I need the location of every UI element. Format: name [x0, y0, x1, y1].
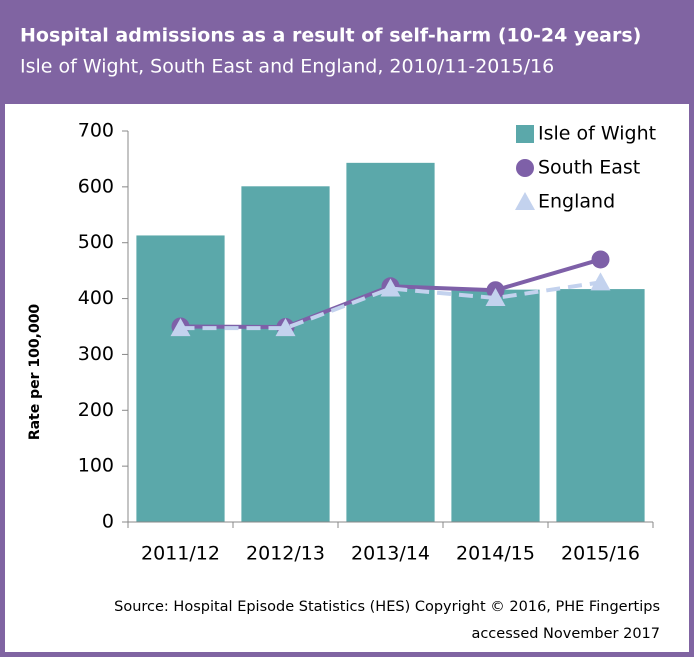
bar [556, 289, 645, 522]
chart-title: Hospital admissions as a result of self-… [20, 25, 641, 47]
legend-label: South East [538, 157, 640, 179]
y-tick-label: 0 [102, 511, 114, 533]
source: accessed November 2017 [471, 626, 660, 642]
marker [275, 318, 296, 337]
x-tick-label: 2013/14 [351, 543, 430, 565]
bar [346, 162, 435, 523]
bar [451, 289, 540, 522]
y-tick-label: 200 [78, 399, 114, 421]
x-tick-label: 2012/13 [246, 543, 325, 565]
bar [136, 235, 225, 522]
bar [241, 186, 330, 522]
y-tick-label: 700 [78, 120, 114, 142]
x-tick-label: 2015/16 [561, 543, 640, 565]
marker [380, 278, 401, 297]
y-tick-label: 600 [78, 175, 114, 197]
y-tick-label: 400 [78, 287, 114, 309]
legend-swatch [516, 125, 534, 143]
legend-label: Isle of Wight [538, 123, 656, 145]
source: Source: Hospital Episode Statistics (HES… [114, 599, 660, 615]
marker [485, 288, 506, 307]
y-tick-label: 500 [78, 231, 114, 253]
y-tick-label: 300 [78, 343, 114, 365]
header [0, 0, 694, 104]
chart-subtitle: Isle of Wight, South East and England, 2… [20, 56, 554, 78]
legend-swatch [515, 192, 535, 210]
legend-swatch [516, 159, 534, 177]
x-tick-label: 2014/15 [456, 543, 535, 565]
marker [170, 318, 191, 337]
marker [591, 250, 610, 269]
x-tick-label: 2011/12 [141, 543, 220, 565]
legend-label: England [538, 191, 615, 213]
y-axis-label: Rate per 100,000 [27, 304, 43, 441]
line [180, 280, 601, 331]
y-tick-label: 100 [78, 455, 114, 477]
marker [590, 272, 611, 291]
